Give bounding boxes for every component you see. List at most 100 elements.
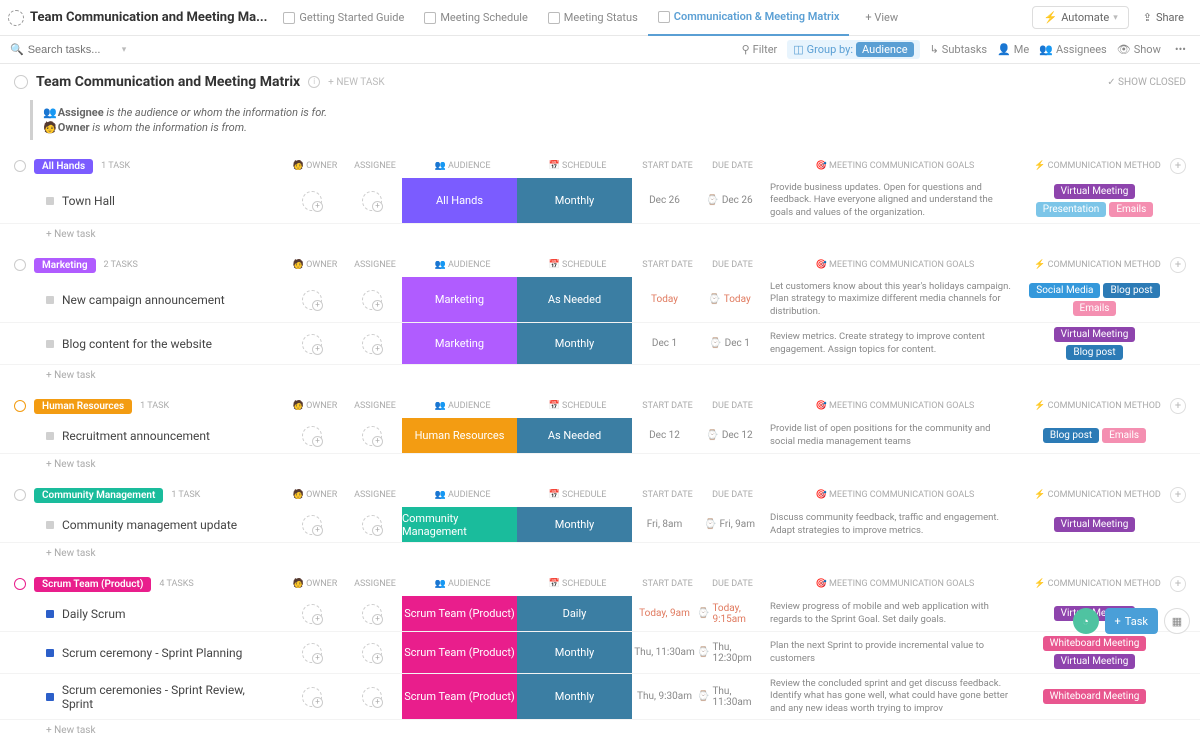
avatar-placeholder[interactable]: [362, 604, 382, 624]
schedule-cell[interactable]: Monthly: [517, 323, 632, 364]
owner-cell[interactable]: [282, 418, 342, 453]
task-name-cell[interactable]: Community management update: [0, 507, 282, 542]
collapse-toggle[interactable]: [14, 400, 26, 412]
task-row[interactable]: Scrum ceremony - Sprint Planning Scrum T…: [0, 632, 1200, 674]
start-date-cell[interactable]: Dec 26: [632, 178, 697, 223]
col-goals[interactable]: 🎯 MEETING COMMUNICATION GOALS: [765, 490, 1025, 500]
goals-cell[interactable]: Let customers know about this year's hol…: [762, 277, 1022, 322]
tab-2[interactable]: Meeting Status: [538, 0, 648, 36]
group-pill[interactable]: Scrum Team (Product): [34, 577, 151, 592]
add-column-button[interactable]: +: [1170, 487, 1186, 503]
col-owner[interactable]: 🧑 OWNER: [285, 579, 345, 589]
method-tag[interactable]: Virtual Meeting: [1054, 184, 1136, 199]
chevron-down-icon[interactable]: ▾: [122, 45, 127, 55]
task-name-cell[interactable]: New campaign announcement: [0, 277, 282, 322]
start-date-cell[interactable]: Fri, 8am: [632, 507, 697, 542]
group-pill[interactable]: All Hands: [34, 159, 93, 174]
method-cell[interactable]: Virtual MeetingPresentationEmails: [1022, 178, 1167, 223]
col-audience[interactable]: 👥 AUDIENCE: [405, 161, 520, 171]
filter-button[interactable]: ⚲Filter: [742, 43, 778, 56]
col-due[interactable]: DUE DATE: [700, 401, 765, 411]
assignees-button[interactable]: 👥Assignees: [1039, 43, 1107, 56]
avatar-placeholder[interactable]: [362, 191, 382, 211]
due-date-cell[interactable]: ⌚Today: [697, 277, 762, 322]
collapse-toggle[interactable]: [14, 489, 26, 501]
status-square-icon[interactable]: [46, 649, 54, 657]
col-owner[interactable]: 🧑 OWNER: [285, 490, 345, 500]
owner-cell[interactable]: [282, 674, 342, 719]
col-start[interactable]: START DATE: [635, 260, 700, 270]
due-date-cell[interactable]: ⌚Dec 1: [697, 323, 762, 364]
owner-cell[interactable]: [282, 596, 342, 631]
col-assignee[interactable]: ASSIGNEE: [345, 579, 405, 589]
subtasks-button[interactable]: ↳Subtasks: [930, 43, 988, 56]
due-date-cell[interactable]: ⌚Today, 9:15am: [697, 596, 762, 631]
col-method[interactable]: ⚡ COMMUNICATION METHOD: [1025, 490, 1170, 500]
new-task-fab[interactable]: +Task: [1105, 608, 1158, 634]
col-goals[interactable]: 🎯 MEETING COMMUNICATION GOALS: [765, 260, 1025, 270]
avatar-placeholder[interactable]: [362, 687, 382, 707]
method-tag[interactable]: Emails: [1109, 202, 1153, 217]
status-square-icon[interactable]: [46, 521, 54, 529]
method-cell[interactable]: Whiteboard Meeting: [1022, 674, 1167, 719]
group-pill[interactable]: Marketing: [34, 258, 96, 273]
col-assignee[interactable]: ASSIGNEE: [345, 490, 405, 500]
assignee-cell[interactable]: [342, 277, 402, 322]
collapse-toggle[interactable]: [14, 160, 26, 172]
workspace-title[interactable]: Team Communication and Meeting Ma...: [8, 10, 267, 26]
task-name-cell[interactable]: Scrum ceremonies - Sprint Review, Sprint: [0, 674, 282, 719]
method-tag[interactable]: Blog post: [1066, 345, 1122, 360]
task-name-cell[interactable]: Scrum ceremony - Sprint Planning: [0, 632, 282, 673]
me-button[interactable]: 👤Me: [997, 43, 1029, 56]
avatar-placeholder[interactable]: [302, 191, 322, 211]
status-square-icon[interactable]: [46, 610, 54, 618]
col-start[interactable]: START DATE: [635, 490, 700, 500]
col-method[interactable]: ⚡ COMMUNICATION METHOD: [1025, 579, 1170, 589]
avatar-placeholder[interactable]: [362, 334, 382, 354]
audience-cell[interactable]: Marketing: [402, 323, 517, 364]
owner-cell[interactable]: [282, 632, 342, 673]
task-row[interactable]: Community management update Community Ma…: [0, 507, 1200, 543]
start-date-cell[interactable]: Today, 9am: [632, 596, 697, 631]
method-tag[interactable]: Emails: [1073, 301, 1117, 316]
avatar-placeholder[interactable]: [362, 290, 382, 310]
collapse-toggle[interactable]: [14, 259, 26, 271]
due-date-cell[interactable]: ⌚Thu, 12:30pm: [697, 632, 762, 673]
task-row[interactable]: Blog content for the website Marketing M…: [0, 323, 1200, 365]
more-button[interactable]: •••: [1171, 43, 1190, 56]
audience-cell[interactable]: Scrum Team (Product): [402, 596, 517, 631]
avatar-placeholder[interactable]: [302, 334, 322, 354]
share-button[interactable]: ⇪ Share: [1135, 7, 1192, 28]
automate-button[interactable]: ⚡ Automate ▾: [1032, 6, 1128, 29]
assignee-cell[interactable]: [342, 178, 402, 223]
assignee-cell[interactable]: [342, 323, 402, 364]
method-tag[interactable]: Virtual Meeting: [1054, 654, 1136, 669]
col-start[interactable]: START DATE: [635, 401, 700, 411]
col-schedule[interactable]: 📅 SCHEDULE: [520, 490, 635, 500]
start-date-cell[interactable]: Dec 1: [632, 323, 697, 364]
col-audience[interactable]: 👥 AUDIENCE: [405, 260, 520, 270]
new-task-row[interactable]: + New task: [0, 224, 1200, 245]
due-date-cell[interactable]: ⌚Fri, 9am: [697, 507, 762, 542]
apps-fab[interactable]: ▦: [1164, 608, 1190, 634]
owner-cell[interactable]: [282, 507, 342, 542]
goals-cell[interactable]: Plan the next Sprint to provide incremen…: [762, 632, 1022, 673]
due-date-cell[interactable]: ⌚Dec 26: [697, 178, 762, 223]
audience-cell[interactable]: Marketing: [402, 277, 517, 322]
group-pill[interactable]: Community Management: [34, 488, 163, 503]
task-row[interactable]: Recruitment announcement Human Resources…: [0, 418, 1200, 454]
task-row[interactable]: New campaign announcement Marketing As N…: [0, 277, 1200, 323]
col-schedule[interactable]: 📅 SCHEDULE: [520, 260, 635, 270]
avatar-placeholder[interactable]: [362, 426, 382, 446]
col-audience[interactable]: 👥 AUDIENCE: [405, 579, 520, 589]
avatar-placeholder[interactable]: [302, 604, 322, 624]
owner-cell[interactable]: [282, 323, 342, 364]
schedule-cell[interactable]: As Needed: [517, 277, 632, 322]
goals-cell[interactable]: Discuss community feedback, traffic and …: [762, 507, 1022, 542]
add-column-button[interactable]: +: [1170, 398, 1186, 414]
col-assignee[interactable]: ASSIGNEE: [345, 260, 405, 270]
show-closed-button[interactable]: ✓ SHOW CLOSED: [1107, 77, 1186, 88]
start-date-cell[interactable]: Dec 12: [632, 418, 697, 453]
tab-0[interactable]: Getting Started Guide: [273, 0, 414, 36]
timer-fab[interactable]: ◔: [1073, 608, 1099, 634]
